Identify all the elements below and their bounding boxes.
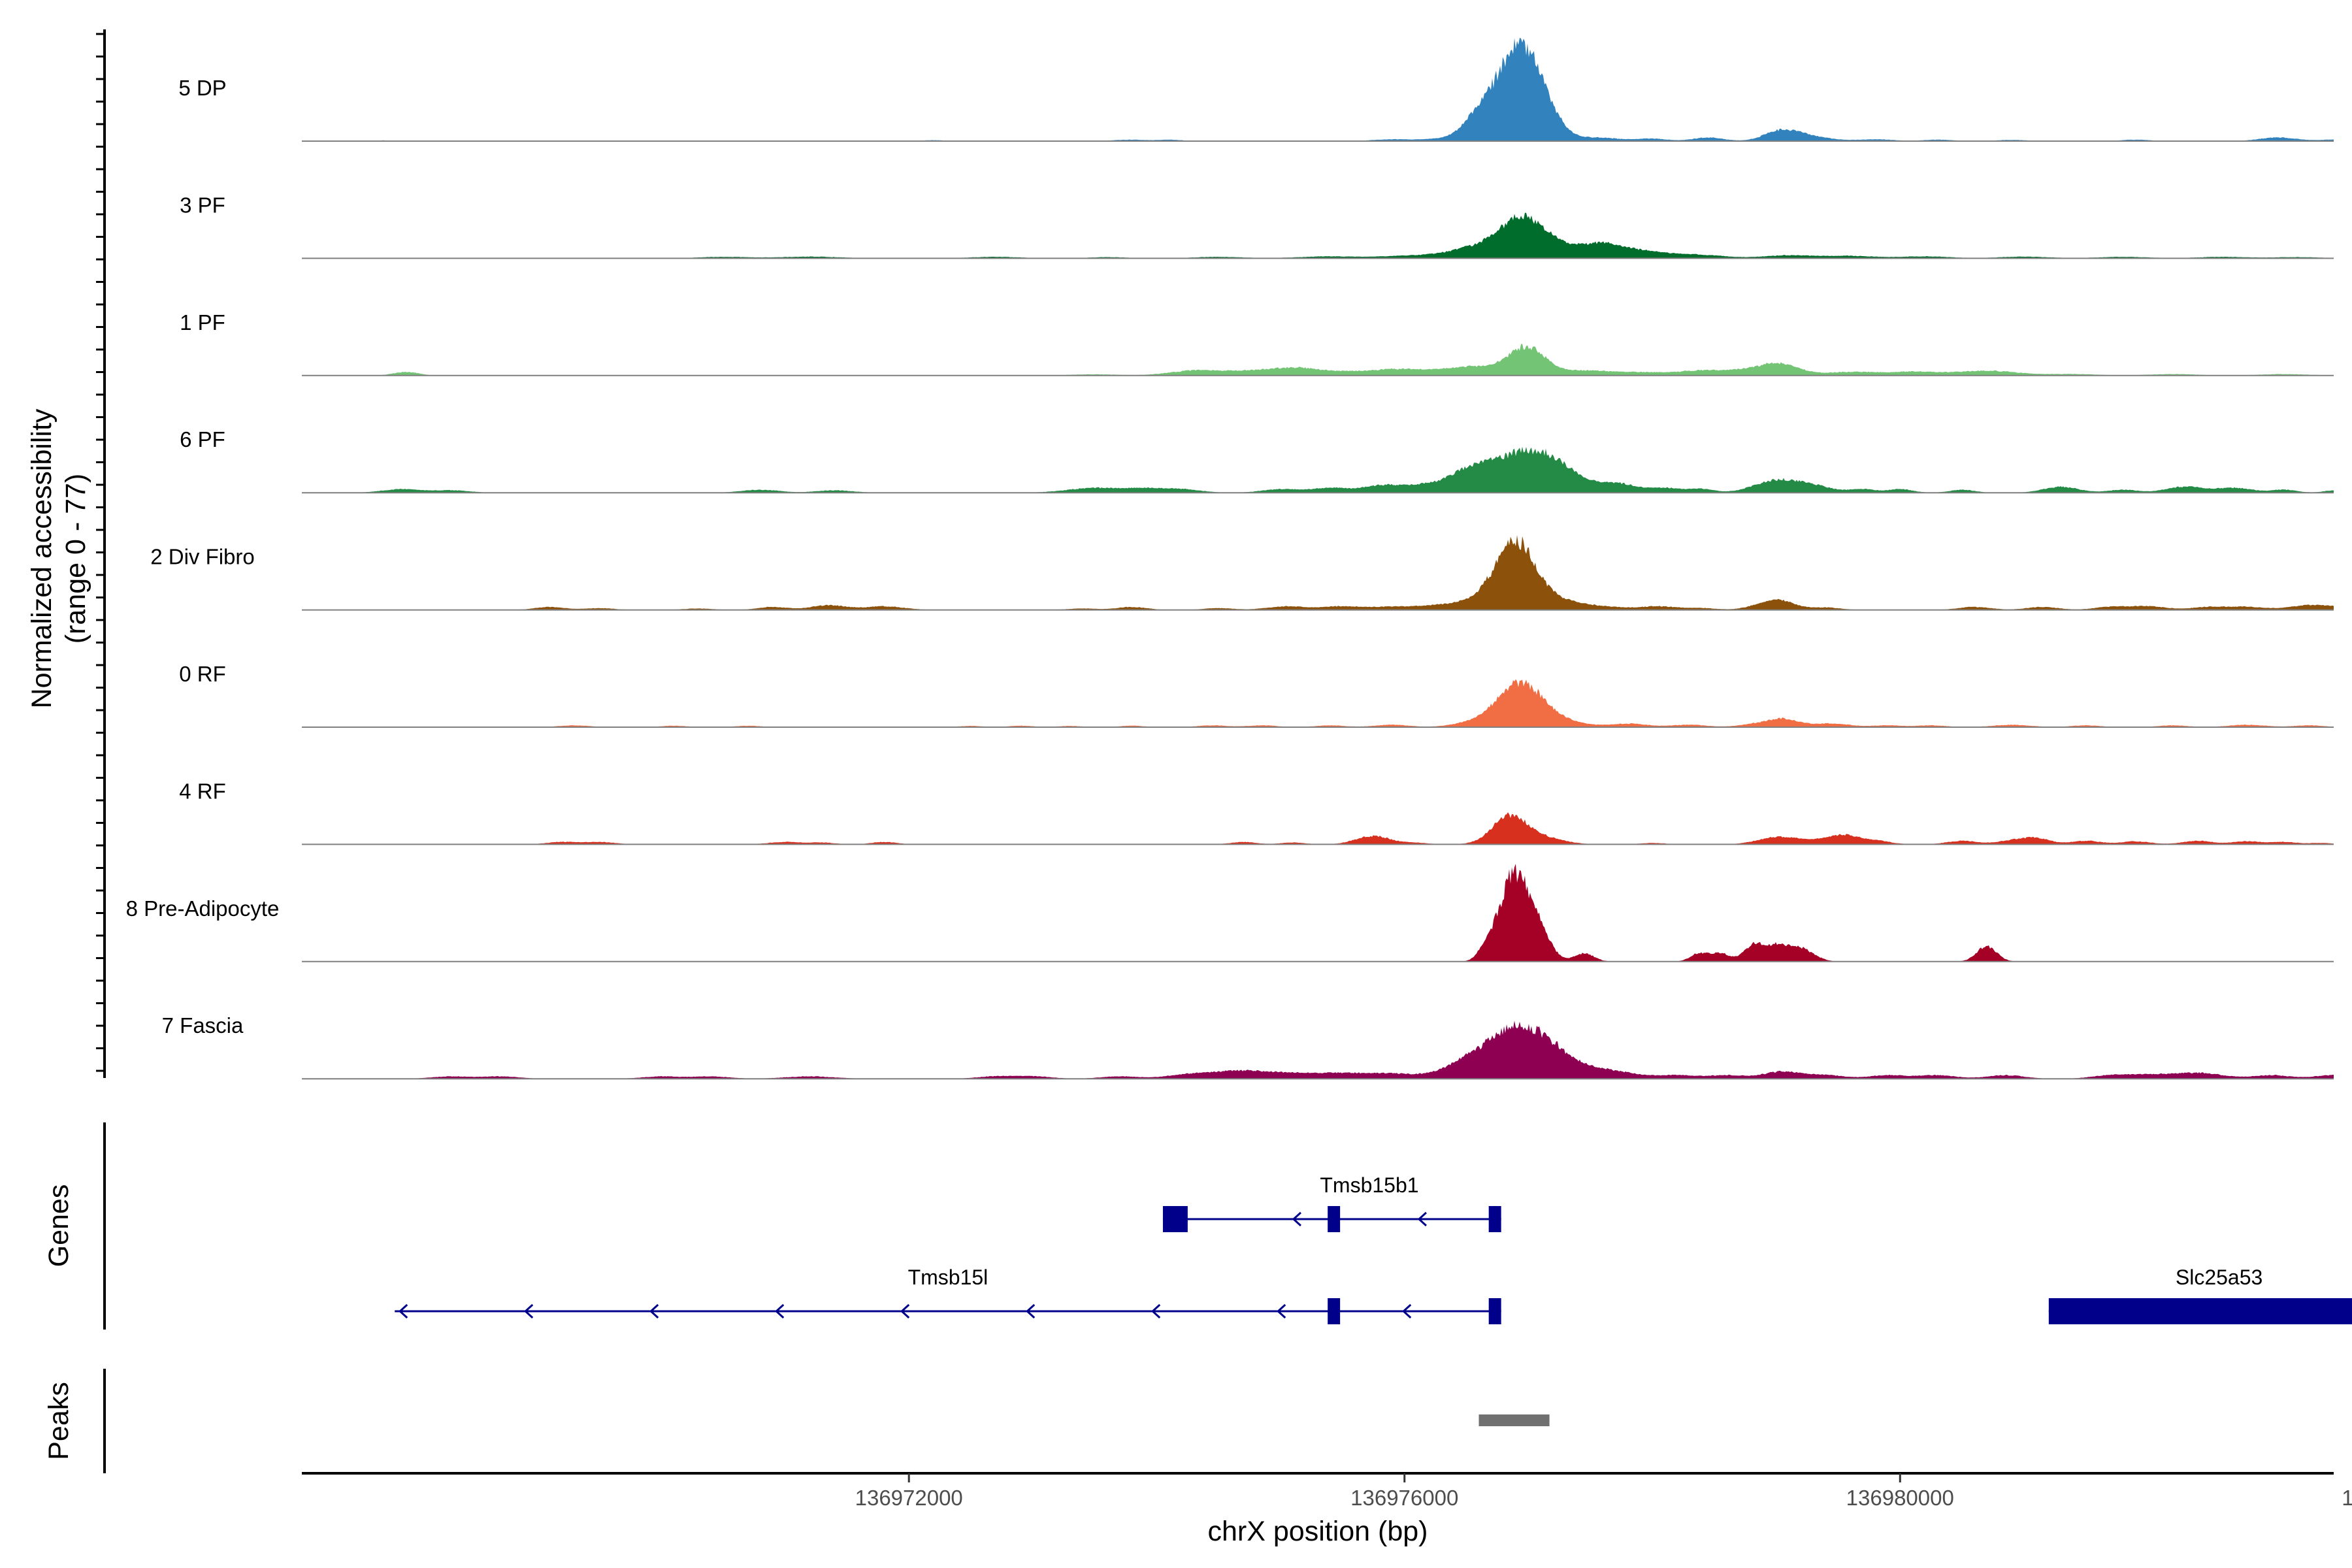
exon	[1162, 1206, 1188, 1232]
track-3-pf: 3 PF	[180, 193, 2334, 259]
exon	[1488, 1206, 1501, 1232]
coverage-area	[302, 535, 2334, 610]
track-label: 0 RF	[179, 662, 226, 686]
track-6-pf: 6 PF	[180, 427, 2334, 494]
exon	[1488, 1298, 1501, 1324]
strand-arrow	[1402, 1303, 1412, 1319]
strand-arrow	[649, 1303, 659, 1319]
track-label: 7 Fascia	[162, 1013, 244, 1037]
left-axis-ticks	[96, 33, 105, 1072]
coverage-area	[302, 446, 2334, 493]
track-4-rf: 4 RF	[179, 779, 2334, 845]
gene-tmsb15b1: Tmsb15b1	[1162, 1173, 1501, 1232]
gene-tmsb15l: Tmsb15l	[395, 1266, 1501, 1324]
x-tick-label: 136984000	[2342, 1486, 2352, 1510]
gene-label: Tmsb15l	[908, 1266, 988, 1289]
strand-arrow	[398, 1303, 408, 1319]
strand-arrow	[1277, 1303, 1286, 1319]
track-label: 1 PF	[180, 310, 225, 335]
exon	[1328, 1298, 1341, 1324]
coverage-area	[302, 679, 2334, 727]
track-8-pre-adipocyte: 8 Pre-Adipocyte	[126, 864, 2334, 962]
y-axis-title-line2: (range 0 - 77)	[60, 474, 91, 644]
gene-label: Tmsb15b1	[1320, 1173, 1418, 1197]
gene-models: Tmsb15b1 Tmsb15l Slc25a53	[395, 1173, 2352, 1324]
y-axis-title-line1: Normalized accessibility	[26, 408, 57, 708]
coverage-area	[302, 344, 2334, 376]
track-label: 3 PF	[180, 193, 225, 217]
exon	[2048, 1298, 2352, 1324]
strand-arrow	[1026, 1303, 1036, 1319]
track-5-dp: 5 DP	[178, 38, 2334, 142]
coverage-tracks: 5 DP 3 PF 1 PF 6 PF 2 Div Fibro 0 RF 4 RF 8 Pre…	[126, 38, 2334, 1080]
x-tick-label: 136976000	[1350, 1486, 1458, 1510]
track-label: 6 PF	[180, 427, 225, 451]
strand-arrow	[900, 1303, 910, 1319]
strand-arrow	[1292, 1211, 1301, 1227]
x-axis-ticks: 136972000 136976000 136980000 136984000	[855, 1473, 2352, 1510]
track-label: 4 RF	[179, 779, 226, 803]
coverage-area	[302, 812, 2334, 845]
strand-arrow	[775, 1303, 785, 1319]
track-0-rf: 0 RF	[179, 662, 2334, 728]
coverage-area	[302, 212, 2334, 259]
peaks-track-label: Peaks	[43, 1382, 74, 1460]
strand-arrow	[1151, 1303, 1161, 1319]
gene-label: Slc25a53	[2176, 1266, 2262, 1289]
track-2-div-fibro: 2 Div Fibro	[150, 535, 2334, 611]
peak-region	[1478, 1414, 1550, 1426]
peak-regions	[1478, 1414, 1550, 1426]
x-axis-title: chrX position (bp)	[1208, 1516, 1428, 1547]
track-1-pf: 1 PF	[180, 310, 2334, 376]
genes-track-label: Genes	[43, 1184, 74, 1267]
gene-slc25a53: Slc25a53	[2048, 1266, 2352, 1324]
x-tick-label: 136980000	[1846, 1486, 1954, 1510]
track-label: 8 Pre-Adipocyte	[126, 896, 280, 921]
track-7-fascia: 7 Fascia	[162, 1013, 2334, 1080]
exon	[1328, 1206, 1341, 1232]
track-label: 2 Div Fibro	[150, 545, 255, 569]
strand-arrow	[523, 1303, 534, 1319]
coverage-area	[302, 38, 2334, 141]
coverage-area	[302, 864, 2334, 962]
coverage-area	[302, 1021, 2334, 1079]
track-label: 5 DP	[178, 76, 226, 100]
x-tick-label: 136972000	[855, 1486, 963, 1510]
strand-arrow	[1417, 1211, 1427, 1227]
